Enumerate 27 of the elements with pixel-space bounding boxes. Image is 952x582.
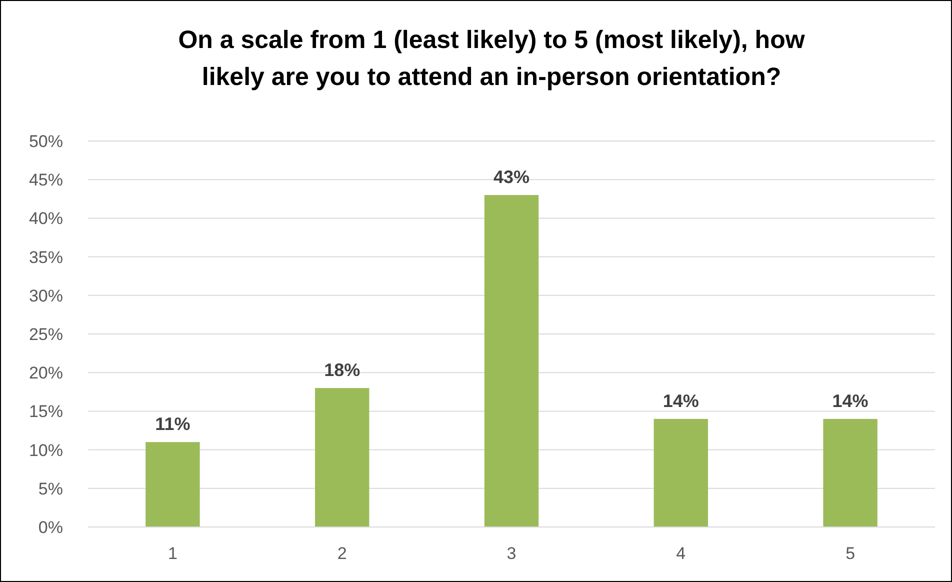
bar: [146, 442, 200, 527]
y-tick-label: 50%: [28, 132, 63, 151]
y-tick-label: 15%: [28, 402, 63, 422]
bar: [314, 388, 370, 527]
bar: [484, 195, 539, 527]
y-tick-label: 25%: [28, 324, 63, 344]
x-tick-label: 3: [506, 544, 516, 563]
data-label: 18%: [324, 360, 360, 380]
bar: [654, 418, 708, 527]
x-tick-label: 5: [846, 544, 856, 563]
y-tick-label: 30%: [28, 286, 63, 306]
chart-title: On a scale from 1 (least likely) to 5 (most likely), how likely are you to attend an in-person orientation?: [178, 26, 806, 91]
x-tick-label: 4: [676, 544, 686, 563]
data-label: 14%: [662, 390, 699, 411]
data-label: 14%: [832, 390, 868, 411]
y-tick-label: 10%: [28, 440, 63, 460]
x-tick-label: 1: [168, 544, 178, 563]
y-tick-label: 35%: [28, 248, 63, 267]
bar: [823, 418, 878, 527]
y-tick-label: 0%: [38, 518, 63, 537]
data-label: 11%: [155, 414, 190, 434]
y-tick-label: 45%: [28, 170, 63, 190]
y-tick-label: 40%: [28, 209, 63, 228]
y-tick-label: 5%: [38, 479, 63, 498]
y-tick-label: 20%: [28, 364, 63, 383]
data-label: 43%: [493, 167, 530, 188]
x-tick-label: 2: [337, 544, 347, 563]
